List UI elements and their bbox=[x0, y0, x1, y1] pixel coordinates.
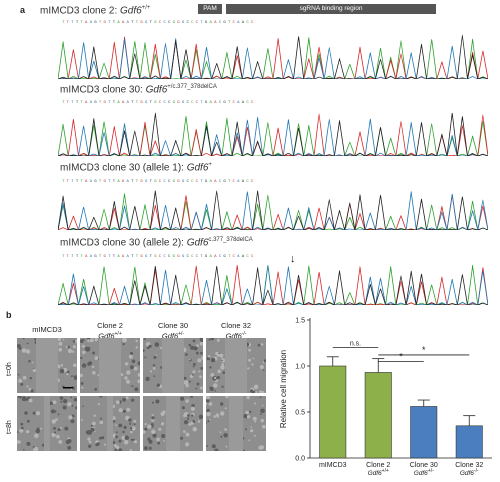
y-tick-label: 0.0 bbox=[295, 456, 305, 463]
chromatogram bbox=[58, 34, 488, 79]
column-header: mIMCD3 bbox=[32, 325, 62, 334]
panel-b-letter: b bbox=[6, 310, 12, 320]
base-call-row: TTTTTAAGTGTTAAATTGGTGCCCGGGCCCTGAACGTCAA… bbox=[62, 255, 256, 259]
bar bbox=[364, 372, 392, 459]
scratch-micrograph bbox=[143, 338, 203, 393]
trace-title: mIMCD3 clone 30 (allele 1): Gdf6+ bbox=[60, 162, 212, 174]
row-label: t=0h bbox=[6, 362, 13, 376]
bar bbox=[319, 365, 347, 459]
bar bbox=[455, 425, 483, 459]
x-tick-genotype-label: Gdf6+/- bbox=[414, 468, 434, 477]
trace-title: mIMCD3 clone 30: Gdf6+/c.377_378delCA bbox=[60, 84, 217, 96]
scratch-micrograph bbox=[17, 396, 77, 451]
bar bbox=[410, 406, 438, 459]
column-header: Clone 30 Gdf6+/- bbox=[157, 321, 189, 341]
trace-title: mIMCD3 clone 30 (allele 2): Gdf6c.377_37… bbox=[60, 237, 253, 249]
y-tick-label: 1.0 bbox=[295, 364, 305, 371]
column-header: Clone 32 Gdf6-/- bbox=[220, 321, 252, 341]
base-call-row: TTTTTAAGTGTTAAATTGGTGCCCGGGCCCTGAACGTCAA… bbox=[62, 180, 256, 184]
scratch-micrograph bbox=[143, 396, 203, 451]
column-header: Clone 2 Gdf6+/+ bbox=[97, 321, 123, 341]
chromatogram bbox=[58, 264, 488, 305]
chromatogram bbox=[58, 190, 488, 230]
x-tick-label: Clone 2 bbox=[366, 462, 390, 469]
x-tick-genotype-label: Gdf6+/+ bbox=[368, 468, 389, 477]
scratch-micrograph bbox=[206, 338, 266, 393]
pam-label: PAM bbox=[198, 4, 222, 14]
chromatogram-trace-line bbox=[58, 265, 488, 305]
base-call-row: TTTTTAAGTGTTAAATTGGTGCCCGGGCCCTGAACGTCAA… bbox=[62, 101, 256, 105]
x-tick-genotype-label: Gdf6-/- bbox=[460, 468, 479, 477]
migration-bar-chart: 0.0 0.5 1.0 1.5 Relative cell migration mIMCD… bbox=[279, 318, 492, 477]
trace-title: mIMCD3 clone 2: Gdf6+/+ bbox=[40, 5, 151, 17]
chromatogram bbox=[58, 112, 488, 156]
x-tick-label: Clone 32 bbox=[455, 462, 483, 469]
y-axis-label: Relative cell migration bbox=[279, 350, 288, 428]
significance-label: n.s. bbox=[350, 341, 361, 348]
panel-a-letter: a bbox=[20, 5, 26, 15]
y-tick-label: 0.5 bbox=[295, 410, 305, 417]
scratch-micrograph bbox=[80, 338, 140, 393]
x-tick-label: Clone 30 bbox=[410, 462, 438, 469]
scratch-micrograph bbox=[80, 396, 140, 451]
y-tick-label: 1.5 bbox=[295, 318, 305, 325]
significance-label: * bbox=[399, 351, 403, 361]
scratch-micrograph bbox=[206, 396, 266, 451]
row-label: t=8h bbox=[6, 420, 13, 434]
sgrna-binding-region-label: sgRNA binding region bbox=[226, 4, 436, 14]
x-tick-label: mIMCD3 bbox=[319, 462, 347, 469]
deletion-arrow-icon: ↓ bbox=[290, 253, 296, 265]
scratch-micrograph bbox=[17, 338, 77, 393]
base-call-row: TTTTTAAGTGTTAAATTGGTGCCCGGGCCCTGAACGTCAA… bbox=[62, 21, 256, 25]
significance-label: * bbox=[422, 345, 426, 355]
